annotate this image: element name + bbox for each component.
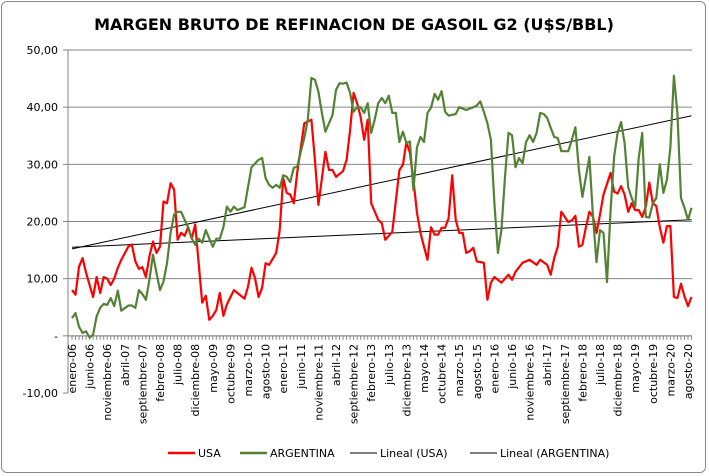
x-tick-label: mayo-14 (418, 344, 431, 393)
x-tick-label: abril-17 (541, 344, 554, 386)
x-tick-label: agosto-10 (260, 344, 273, 399)
x-tick-label: octubre-09 (224, 344, 237, 404)
series-line-lineal-argentina (71, 115, 692, 250)
x-tick-label: mayo-19 (629, 344, 642, 393)
legend-label: USA (198, 447, 221, 460)
x-tick-label: agosto-20 (682, 344, 695, 399)
x-tick-label: septiembre-07 (136, 344, 149, 424)
x-tick-label: octubre-14 (436, 344, 449, 404)
gridlines (68, 49, 692, 337)
x-tick-label: diciembre-18 (612, 344, 625, 417)
x-tick-label: abril-12 (330, 344, 343, 386)
legend-item: ARGENTINA (240, 447, 335, 460)
y-tick-label: 10,00 (27, 273, 59, 286)
x-tick-label: agosto-15 (471, 344, 484, 399)
series-line-usa (71, 91, 693, 321)
x-tick-label: enero-11 (277, 344, 290, 394)
legend-label: Lineal (USA) (380, 447, 448, 460)
chart-title: MARGEN BRUTO DE REFINACION DE GASOIL G2 … (94, 15, 614, 34)
series-line-lineal-usa (71, 219, 692, 248)
x-tick-label: junio-16 (506, 344, 519, 390)
x-tick-label: diciembre-08 (189, 344, 202, 417)
x-tick-label: junio-11 (295, 344, 308, 390)
x-tick-label: mayo-09 (207, 344, 220, 393)
legend-item: USA (168, 447, 221, 460)
y-tick-label: - (54, 330, 58, 343)
x-tick-label: marzo-10 (242, 344, 255, 397)
y-tick-label: 30,00 (27, 158, 59, 171)
x-tick-label: noviembre-16 (524, 344, 537, 421)
legend-item: Lineal (USA) (350, 447, 448, 460)
x-tick-label: marzo-20 (664, 344, 677, 397)
y-tick-label: 40,00 (27, 101, 59, 114)
series-lines (71, 74, 693, 339)
legend-label: ARGENTINA (270, 447, 335, 460)
x-tick-label: enero-16 (488, 344, 501, 394)
x-tick-label: enero-06 (66, 344, 79, 394)
x-tick-label: octubre-19 (647, 344, 660, 404)
x-tick-label: marzo-15 (453, 344, 466, 397)
y-axis: 50,00 40,00 30,00 20,00 10,00 - -10,00 (23, 44, 69, 400)
legend-label: Lineal (ARGENTINA) (500, 447, 609, 460)
x-tick-label: abril-07 (119, 344, 132, 386)
x-tick-label: febrero-18 (576, 344, 589, 402)
legend: USA ARGENTINA Lineal (USA) Lineal (ARGENTIN… (168, 447, 609, 460)
x-axis: enero-06 junio-06 noviembre-06 abril-07 sept… (66, 335, 695, 424)
x-tick-label: junio-06 (84, 344, 97, 390)
x-tick-label: septiembre-17 (559, 344, 572, 424)
x-tick-label: julio-08 (172, 344, 185, 386)
x-tick-label: febrero-13 (365, 344, 378, 402)
x-tick-label: noviembre-06 (101, 344, 114, 421)
x-tick-label: febrero-08 (154, 344, 167, 402)
legend-item: Lineal (ARGENTINA) (470, 447, 609, 460)
y-tick-label: 20,00 (27, 216, 59, 229)
x-tick-label: julio-13 (383, 344, 396, 386)
y-tick-label: -10,00 (23, 387, 58, 400)
x-tick-label: noviembre-11 (312, 344, 325, 421)
y-tick-label: 50,00 (27, 44, 59, 57)
x-tick-label: julio-18 (594, 344, 607, 386)
x-tick-label: diciembre-13 (400, 344, 413, 417)
x-tick-label: septiembre-12 (348, 344, 361, 424)
series-line-argentina (71, 74, 693, 339)
